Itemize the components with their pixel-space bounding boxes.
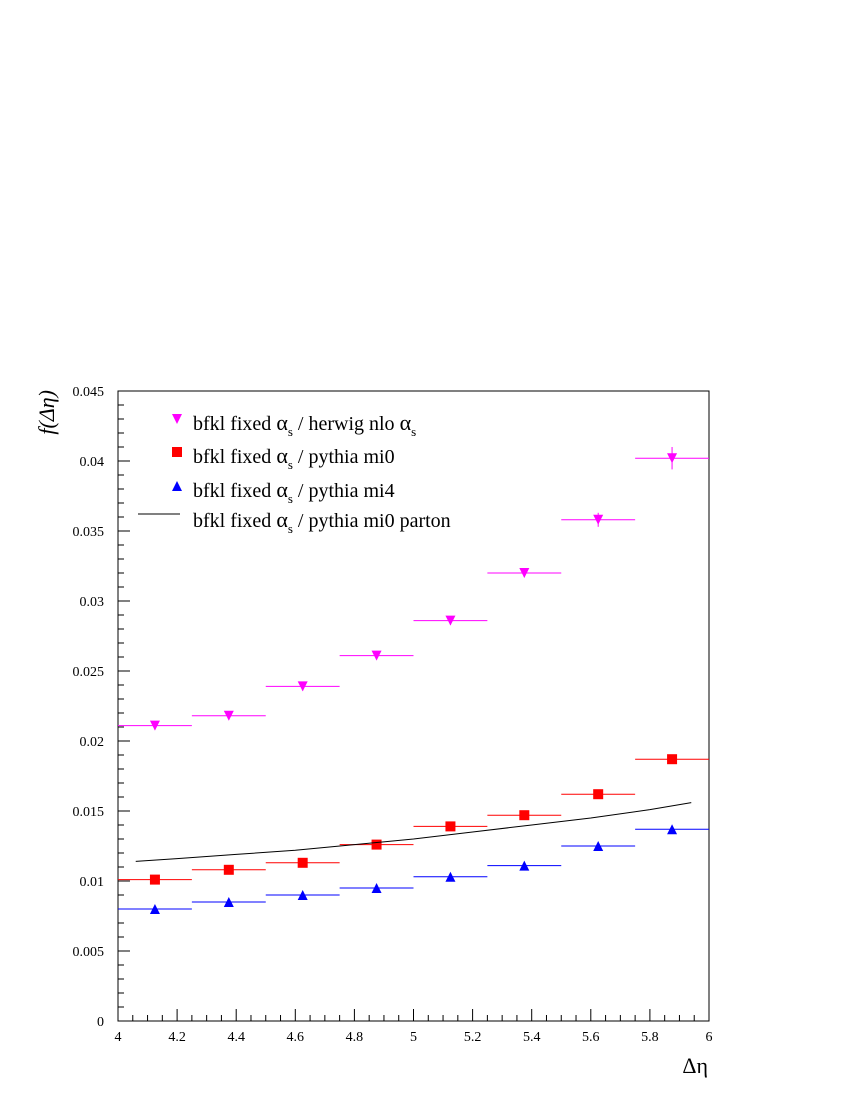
series-1 [118, 754, 709, 885]
x-tick-label: 4.8 [346, 1030, 364, 1045]
y-tick-label: 0.02 [80, 735, 105, 750]
data-point [519, 568, 530, 578]
data-point [593, 514, 604, 525]
data-point [519, 810, 530, 821]
y-tick-label: 0.045 [73, 385, 105, 400]
legend-alpha: α [276, 410, 288, 435]
x-tick-label: 4.4 [227, 1030, 245, 1045]
legend-text-part: bfkl fixed [193, 446, 276, 468]
data-point [297, 681, 308, 692]
legend-marker [172, 447, 182, 457]
x-tick-label: 4.2 [168, 1030, 186, 1045]
x-axis-title: Δη [682, 1053, 708, 1078]
data-point [149, 720, 160, 731]
legend-text-part: / pythia mi0 parton [293, 510, 451, 532]
series-0 [118, 447, 709, 731]
y-tick-label: 0.025 [73, 665, 105, 680]
series-line [135, 802, 692, 862]
y-tick-label: 0.015 [73, 805, 105, 820]
x-tick-label: 4.6 [287, 1030, 305, 1045]
legend-marker [172, 414, 182, 424]
legend-text-part: / pythia mi0 [293, 446, 395, 468]
series-3 [135, 802, 692, 862]
data-point [297, 857, 308, 868]
x-tick-label: 5.2 [464, 1030, 482, 1045]
legend-text-part: bfkl fixed [193, 480, 276, 502]
data-point [593, 841, 604, 851]
y-tick-label: 0.04 [80, 455, 105, 470]
data-point [371, 839, 382, 850]
y-tick-label: 0.035 [73, 525, 105, 540]
data-point [667, 453, 678, 464]
legend-text-part: bfkl fixed [193, 510, 276, 532]
legend-entry-2: bfkl fixed αs / pythia mi4 [172, 477, 395, 506]
legend-text-part: bfkl fixed [193, 413, 276, 435]
x-tick-label: 5.4 [523, 1030, 541, 1045]
x-tick-label: 6 [706, 1030, 713, 1045]
y-tick-label: 0.005 [73, 945, 105, 960]
legend-text-part: / herwig nlo [293, 413, 400, 435]
legend-label: bfkl fixed αs / pythia mi0 [193, 443, 395, 472]
x-tick-label: 4 [115, 1030, 122, 1045]
legend-subscript: s [411, 424, 416, 439]
x-tick-label: 5.6 [582, 1030, 600, 1045]
data-point [667, 754, 678, 765]
y-tick-label: 0.01 [80, 875, 105, 890]
data-point [371, 883, 382, 893]
data-point [223, 897, 234, 907]
data-point [667, 824, 678, 835]
legend-subscript: s [288, 491, 293, 506]
legend-alpha: α [276, 443, 288, 468]
legend-text-part: / pythia mi4 [293, 480, 395, 502]
data-point [223, 710, 234, 721]
legend-entry-0: bfkl fixed αs / herwig nlo αs [172, 410, 416, 439]
legend-subscript: s [288, 521, 293, 536]
legend-alpha: α [400, 410, 412, 435]
x-tick-label: 5.8 [641, 1030, 659, 1045]
legend-subscript: s [288, 424, 293, 439]
legend-label: bfkl fixed αs / herwig nlo αs [193, 410, 416, 439]
data-point [593, 789, 604, 800]
axes: 4 4.2 4.4 4.6 4.8 5 5.2 5.4 5.6 5.8 6 0 0.005 0.01 0.0… [73, 385, 713, 1045]
data-point [371, 650, 382, 661]
legend-marker [172, 481, 182, 491]
legend-alpha: α [276, 477, 288, 502]
legend-label: bfkl fixed αs / pythia mi0 parton [193, 507, 451, 536]
series [118, 447, 709, 914]
data-point [519, 860, 530, 871]
y-tick-label: 0.03 [80, 595, 105, 610]
legend-label: bfkl fixed αs / pythia mi4 [193, 477, 395, 506]
legend-subscript: s [288, 457, 293, 472]
data-point [445, 871, 456, 882]
y-tick-label: 0 [97, 1015, 104, 1030]
y-axis-title: f(Δη) [34, 390, 59, 435]
data-point [223, 864, 234, 875]
legend-entry-1: bfkl fixed αs / pythia mi0 [172, 443, 395, 472]
data-point [445, 821, 456, 832]
data-point [149, 904, 160, 914]
data-point [149, 874, 160, 885]
legend-alpha: α [276, 507, 288, 532]
legend-entry-3: bfkl fixed αs / pythia mi0 parton [138, 507, 451, 536]
series-2 [118, 824, 709, 914]
data-point [297, 890, 308, 900]
data-point [445, 615, 456, 626]
x-tick-label: 5 [410, 1030, 417, 1045]
